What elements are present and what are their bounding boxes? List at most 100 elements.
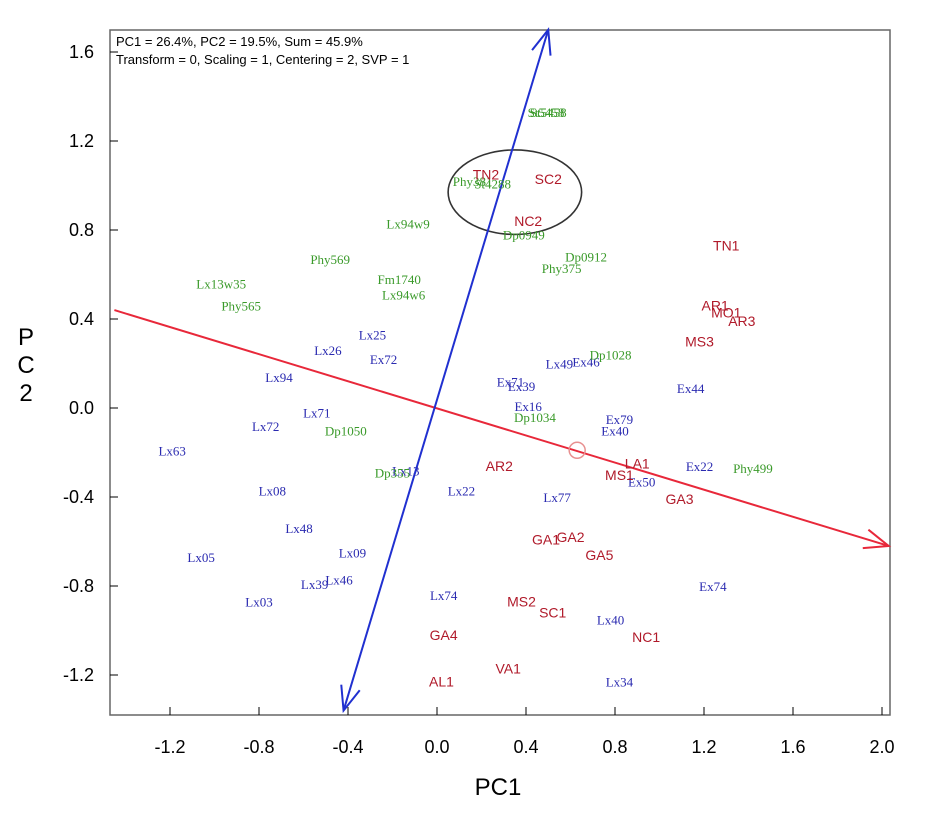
environment-label: AL1: [429, 674, 454, 690]
y-axis-title-char: P: [18, 324, 34, 351]
environment-label: MO1: [711, 304, 742, 320]
y-tick-label: 1.6: [69, 42, 94, 62]
x-tick-label: -0.4: [332, 737, 363, 757]
genotype-label-green: Phy381: [453, 174, 493, 189]
red-axis-arrowhead: [862, 528, 892, 550]
genotype-label-green: Dp0949: [503, 227, 545, 242]
genotype-label: Lx03: [245, 595, 272, 610]
genotype-label-green: Phy499: [733, 461, 773, 476]
genotype-label: Lx94: [265, 370, 293, 385]
environment-label: GA5: [585, 547, 613, 563]
x-tick-label: 1.2: [691, 737, 716, 757]
average-environment-axis: [114, 309, 889, 547]
environment-label: LA1: [625, 456, 650, 472]
environment-label: GA4: [430, 627, 458, 643]
genotype-label-green: Phy375: [542, 261, 582, 276]
genotype-label-green: Fm1740: [378, 272, 421, 287]
x-tick-label: -1.2: [154, 737, 185, 757]
genotype-label: Lx05: [187, 550, 214, 565]
genotype-label: Lx26: [314, 343, 342, 358]
environment-label: MS1: [605, 467, 634, 483]
info-line-2: Transform = 0, Scaling = 1, Centering = …: [116, 52, 409, 67]
genotype-label: Ex40: [601, 423, 628, 438]
genotype-label-green: Dp1050: [325, 423, 367, 438]
genotype-label: Ex22: [686, 459, 713, 474]
axis-ticks: -1.2 -0.8 -0.4 0.0 0.4 0.8 1.2 1.6 2.0 1.6 1.2 0.8 0…: [63, 42, 895, 757]
x-tick-label: -0.8: [243, 737, 274, 757]
genotype-label-green: Dp1034: [514, 410, 556, 425]
environment-label: GA3: [666, 491, 694, 507]
x-tick-label: 0.0: [424, 737, 449, 757]
genotype-label: Lx39: [301, 577, 328, 592]
environment-label: TN2: [473, 166, 500, 182]
genotype-label: Lx34: [606, 675, 634, 690]
environment-label: AR2: [486, 458, 513, 474]
genotype-label-green: Dp355: [375, 466, 410, 481]
genotype-label-green: Lx94w9: [386, 216, 429, 231]
genotype-label: Ex16: [514, 399, 542, 414]
genotype-label: Lx08: [259, 483, 286, 498]
environment-label: GA1: [532, 531, 560, 547]
genotype-label-green: St5458: [528, 105, 565, 120]
genotype-label: Ex44: [677, 381, 705, 396]
info-line-1: PC1 = 26.4%, PC2 = 19.5%, Sum = 45.9%: [116, 34, 363, 49]
blue-axis-arrowhead-top: [531, 27, 552, 56]
genotype-label: Lx40: [597, 612, 624, 627]
environment-label: AR1: [702, 298, 729, 314]
genotype-label-green: St5458: [530, 105, 567, 120]
environment-label: GA2: [556, 529, 584, 545]
plot-frame: [109, 29, 891, 716]
genotype-label: Lx74: [430, 588, 458, 603]
x-tick-label: 1.6: [780, 737, 805, 757]
y-tick-label: 0.0: [69, 398, 94, 418]
y-tick-label: -1.2: [63, 665, 94, 685]
genotype-label: Lx25: [359, 328, 386, 343]
genotype-label: Ex74: [699, 579, 727, 594]
environment-label: NC2: [514, 213, 542, 229]
genotype-label: Ex72: [370, 352, 397, 367]
genotype-label: Lx72: [252, 419, 279, 434]
y-tick-label: 0.8: [69, 220, 94, 240]
genotype-label: Ex46: [572, 354, 600, 369]
environment-label: MS3: [685, 333, 714, 349]
genotype-label: Ex39: [508, 379, 535, 394]
genotype-label-green: Phy565: [221, 299, 261, 314]
average-environment-marker: [568, 441, 586, 460]
x-axis-title: PC1: [475, 774, 522, 801]
genotype-label-green: Lx94w6: [382, 288, 426, 303]
genotype-label: Ex71: [497, 374, 524, 389]
environment-label: TN1: [713, 238, 740, 254]
genotype-label-green: Phy569: [310, 252, 350, 267]
genotype-label-green: Lx13w35: [196, 276, 246, 291]
genotype-label: Lx71: [303, 405, 330, 420]
genotype-label-green: Dp0912: [565, 250, 607, 265]
environment-label: SC1: [539, 605, 566, 621]
genotype-label: Lx48: [285, 521, 312, 536]
environment-label: MS2: [507, 594, 536, 610]
genotype-label: Lx77: [543, 490, 571, 505]
y-axis-title-char: C: [17, 352, 34, 379]
axis-lines: [114, 27, 892, 714]
y-axis-title-char: 2: [19, 380, 32, 407]
genotype-label: Lx49: [546, 357, 573, 372]
perpendicular-axis: [342, 29, 550, 711]
y-tick-label: 1.2: [69, 131, 94, 151]
x-tick-label: 0.8: [602, 737, 627, 757]
genotype-label: Lx63: [158, 443, 185, 458]
genotype-label-green: Dp1028: [590, 348, 632, 363]
genotype-label: Ex79: [606, 412, 633, 427]
genotype-label-green: St4288: [474, 176, 511, 191]
x-tick-label: 2.0: [869, 737, 894, 757]
cluster-ellipse: [447, 149, 583, 236]
y-axis-title: PC2: [17, 324, 34, 407]
environment-label: NC1: [632, 629, 660, 645]
environment-label: AR3: [728, 313, 755, 329]
environment-label: SC2: [535, 171, 562, 187]
genotype-label: Lx13: [392, 463, 419, 478]
blue-axis-arrowhead-bottom: [340, 684, 361, 714]
y-tick-label: -0.8: [63, 576, 94, 596]
y-tick-label: -0.4: [63, 487, 94, 507]
y-tick-label: 0.4: [69, 309, 94, 329]
